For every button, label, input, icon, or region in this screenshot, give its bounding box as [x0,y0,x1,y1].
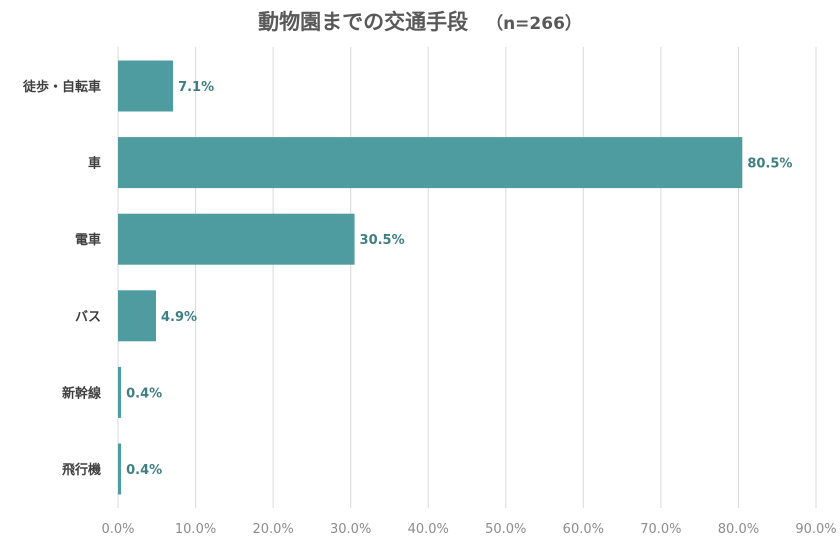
bar [118,60,174,112]
chart-title: 動物園までの交通手段 （n=266） [0,6,840,36]
data-label: 0.4% [126,463,162,478]
bar [118,443,122,495]
x-tick-label: 90.0% [795,522,836,536]
x-tick-label: 60.0% [563,522,604,536]
category-label: 車 [88,156,101,172]
chart-title-sample-size: （n=266） [486,14,582,34]
gridlines [117,47,817,508]
data-label: 30.5% [360,233,405,248]
bar [118,290,157,342]
data-label: 7.1% [178,80,214,95]
labels: 0.0% 10.0% 20.0% 30.0% 40.0% 50.0% 60.0% 70.0% 8… [22,79,837,536]
bar [118,366,122,418]
category-label: 新幹線 [62,385,102,401]
data-label: 4.9% [161,310,197,325]
x-tick-label: 0.0% [101,522,134,536]
chart-title-main: 動物園までの交通手段 [258,10,469,34]
category-label: 徒歩・自転車 [22,79,101,95]
data-label: 80.5% [747,157,792,172]
data-label: 0.4% [126,386,162,401]
category-label: 電車 [75,232,101,248]
x-tick-label: 30.0% [330,522,371,536]
x-tick-label: 10.0% [175,522,216,536]
x-tick-label: 20.0% [252,522,293,536]
x-tick-label: 80.0% [718,522,759,536]
category-label: バス [75,310,101,325]
x-tick-label: 40.0% [408,522,449,536]
bar [118,213,355,265]
bar [118,137,743,189]
bars [118,60,743,495]
x-tick-label: 70.0% [640,522,681,536]
x-tick-label: 50.0% [485,522,526,536]
category-label: 飛行機 [61,462,101,478]
